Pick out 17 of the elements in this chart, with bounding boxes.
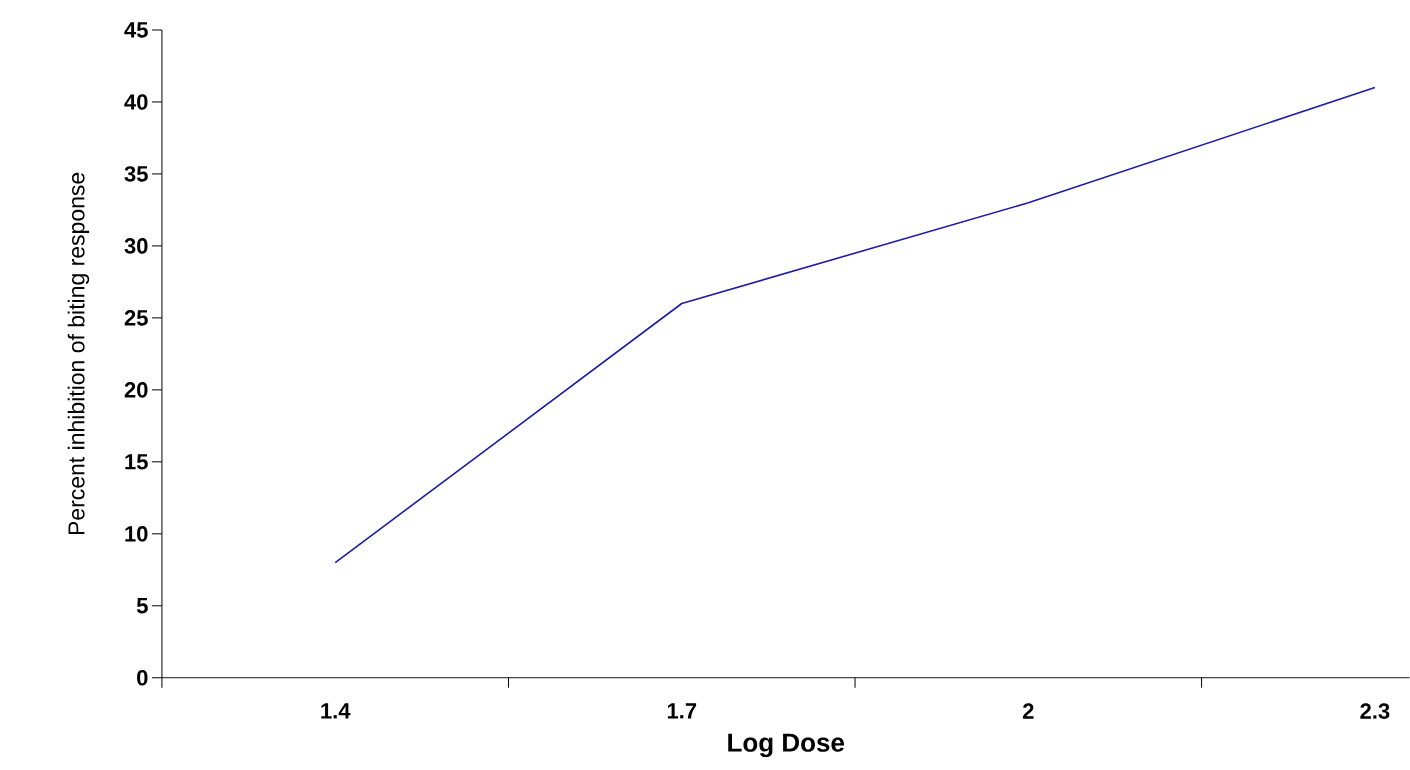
y-tick-label: 40 [124, 94, 148, 110]
y-tick-label: 25 [124, 310, 148, 326]
x-tick-label: 1.4 [321, 703, 351, 719]
y-axis-title: Percent inhibition of biting response [67, 172, 90, 535]
x-axis-title: Log Dose [728, 733, 845, 758]
y-tick-label: 5 [136, 598, 148, 614]
y-tick-label: 35 [124, 166, 148, 182]
y-tick-label: 15 [125, 454, 148, 470]
y-tick-label: 30 [124, 238, 148, 254]
x-tick-label: 1.7 [667, 703, 697, 719]
y-tick-label: 0 [137, 670, 148, 686]
y-tick-label: 10 [125, 526, 148, 542]
x-tick-label: 2.3 [1360, 703, 1390, 720]
y-tick-label: 20 [124, 382, 148, 398]
x-tick-label: 2 [1022, 703, 1034, 719]
line-series [334, 86, 1376, 564]
y-tick-label: 45 [124, 22, 148, 38]
